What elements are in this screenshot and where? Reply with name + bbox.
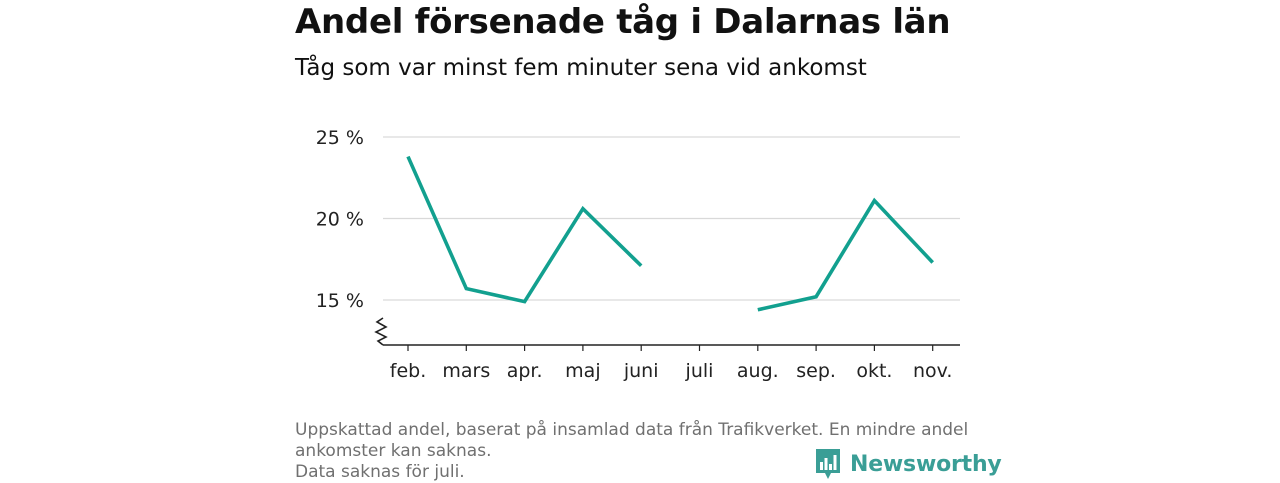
- y-axis-ticks: 15 % 20 % 25 %: [316, 127, 364, 312]
- footnote-line: Data saknas för juli.: [295, 462, 465, 482]
- gridlines: [383, 136, 960, 301]
- bar-chart-icon: [816, 449, 840, 479]
- chart-subtitle: Tåg som var minst fem minuter sena vid a…: [295, 55, 867, 81]
- x-tick-label: apr.: [507, 360, 543, 382]
- series-line-segment: [757, 197, 935, 312]
- chart-footnote: Uppskattad andel, baserat på insamlad da…: [295, 420, 985, 483]
- x-tick-label: feb.: [390, 360, 426, 382]
- x-tick-label: mars: [442, 360, 490, 382]
- footnote-line: Uppskattad andel, baserat på insamlad da…: [295, 420, 969, 440]
- x-tick-label: sep.: [796, 360, 836, 382]
- brand-name: Newsworthy: [850, 451, 1002, 477]
- y-tick-label: 20 %: [316, 209, 364, 231]
- x-tick-label: aug.: [737, 360, 779, 382]
- brand-logo[interactable]: Newsworthy: [814, 446, 1002, 482]
- y-tick-label: 25 %: [316, 127, 364, 149]
- x-axis-ticks: feb. mars apr. maj juni juli aug. sep. okt. nov.: [390, 345, 952, 382]
- series-lines: [406, 155, 935, 312]
- series-line-segment: [406, 155, 643, 304]
- y-tick-label: 15 %: [316, 290, 364, 312]
- x-tick-label: juli: [685, 360, 714, 382]
- x-tick-label: maj: [565, 360, 600, 382]
- x-tick-label: nov.: [913, 360, 952, 382]
- footnote-line: ankomster kan saknas.: [295, 441, 492, 461]
- axis-break-icon: [374, 317, 388, 346]
- x-tick-label: juni: [623, 360, 659, 382]
- x-tick-label: okt.: [856, 360, 892, 382]
- chart-title: Andel försenade tåg i Dalarnas län: [295, 2, 951, 42]
